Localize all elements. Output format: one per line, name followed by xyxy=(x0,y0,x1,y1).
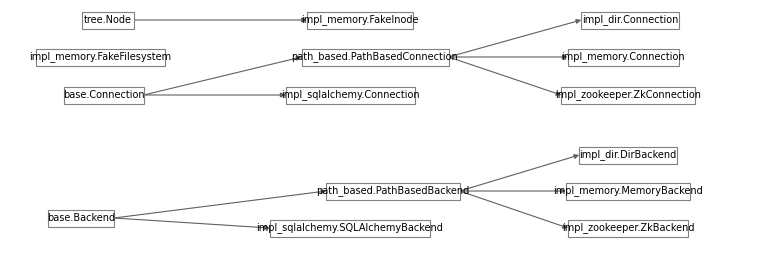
Text: tree.Node: tree.Node xyxy=(84,15,132,25)
FancyBboxPatch shape xyxy=(326,182,460,199)
FancyBboxPatch shape xyxy=(302,49,449,66)
Text: impl_memory.Connection: impl_memory.Connection xyxy=(561,51,685,62)
Text: path_based.PathBasedConnection: path_based.PathBasedConnection xyxy=(292,51,458,62)
FancyBboxPatch shape xyxy=(81,11,134,28)
FancyBboxPatch shape xyxy=(270,220,430,237)
Text: impl_memory.MemoryBackend: impl_memory.MemoryBackend xyxy=(553,186,703,196)
Text: impl_memory.FakeInode: impl_memory.FakeInode xyxy=(301,15,419,25)
Text: impl_sqlalchemy.Connection: impl_sqlalchemy.Connection xyxy=(280,89,419,101)
FancyBboxPatch shape xyxy=(35,49,164,66)
Text: impl_memory.FakeFilesystem: impl_memory.FakeFilesystem xyxy=(29,51,171,62)
Text: base.Connection: base.Connection xyxy=(63,90,145,100)
Text: path_based.PathBasedBackend: path_based.PathBasedBackend xyxy=(316,186,469,196)
FancyBboxPatch shape xyxy=(286,86,415,104)
Text: impl_zookeeper.ZkConnection: impl_zookeeper.ZkConnection xyxy=(555,89,701,101)
Text: impl_dir.DirBackend: impl_dir.DirBackend xyxy=(579,150,677,160)
FancyBboxPatch shape xyxy=(306,11,413,28)
FancyBboxPatch shape xyxy=(581,11,679,28)
FancyBboxPatch shape xyxy=(566,182,690,199)
Text: impl_dir.Connection: impl_dir.Connection xyxy=(582,15,678,25)
FancyBboxPatch shape xyxy=(561,86,695,104)
FancyBboxPatch shape xyxy=(579,147,677,163)
FancyBboxPatch shape xyxy=(65,86,144,104)
Text: impl_sqlalchemy.SQLAlchemyBackend: impl_sqlalchemy.SQLAlchemyBackend xyxy=(257,222,443,233)
Text: base.Backend: base.Backend xyxy=(47,213,115,223)
Text: impl_zookeeper.ZkBackend: impl_zookeeper.ZkBackend xyxy=(561,222,694,233)
FancyBboxPatch shape xyxy=(568,220,688,237)
FancyBboxPatch shape xyxy=(48,209,114,227)
FancyBboxPatch shape xyxy=(568,49,678,66)
